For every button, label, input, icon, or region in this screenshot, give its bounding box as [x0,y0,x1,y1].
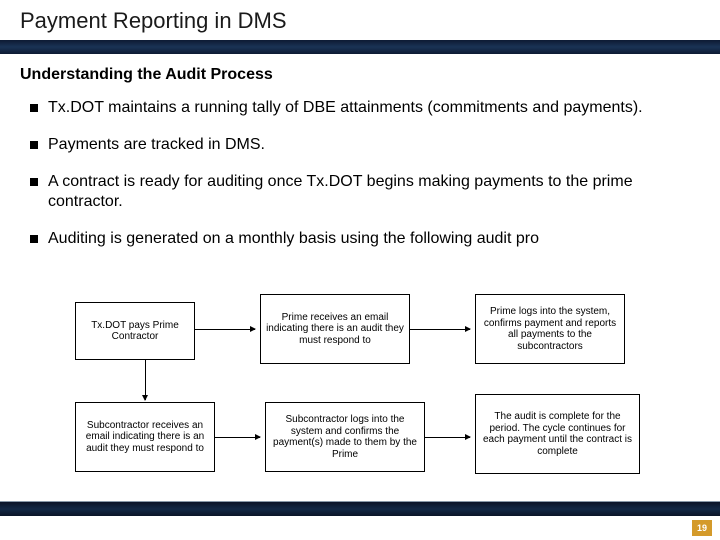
flowchart-container: Tx.DOT pays Prime Contractor Prime receiv… [75,294,675,484]
flow-arrow [145,360,146,400]
flow-node: Subcontractor receives an email indicati… [75,402,215,472]
bullet-item: Tx.DOT maintains a running tally of DBE … [30,98,700,119]
bullet-item: Auditing is generated on a monthly basis… [30,229,700,250]
bullet-item: Payments are tracked in DMS. [30,135,700,156]
flow-node: The audit is complete for the period. Th… [475,394,640,474]
flow-arrow [425,437,470,438]
flow-arrow [195,329,255,330]
section-subtitle: Understanding the Audit Process [20,66,700,84]
flow-node: Tx.DOT pays Prime Contractor [75,302,195,360]
page-number-badge: 19 [692,520,712,536]
footer-bar [0,502,720,516]
bullet-list: Tx.DOT maintains a running tally of DBE … [20,98,700,250]
title-divider-bar [0,40,720,54]
page-title: Payment Reporting in DMS [20,8,700,34]
flow-arrow [215,437,260,438]
flow-node: Prime receives an email indicating there… [260,294,410,364]
bullet-item: A contract is ready for auditing once Tx… [30,172,700,214]
flow-node: Prime logs into the system, confirms pay… [475,294,625,364]
flow-node: Subcontractor logs into the system and c… [265,402,425,472]
flow-arrow [410,329,470,330]
